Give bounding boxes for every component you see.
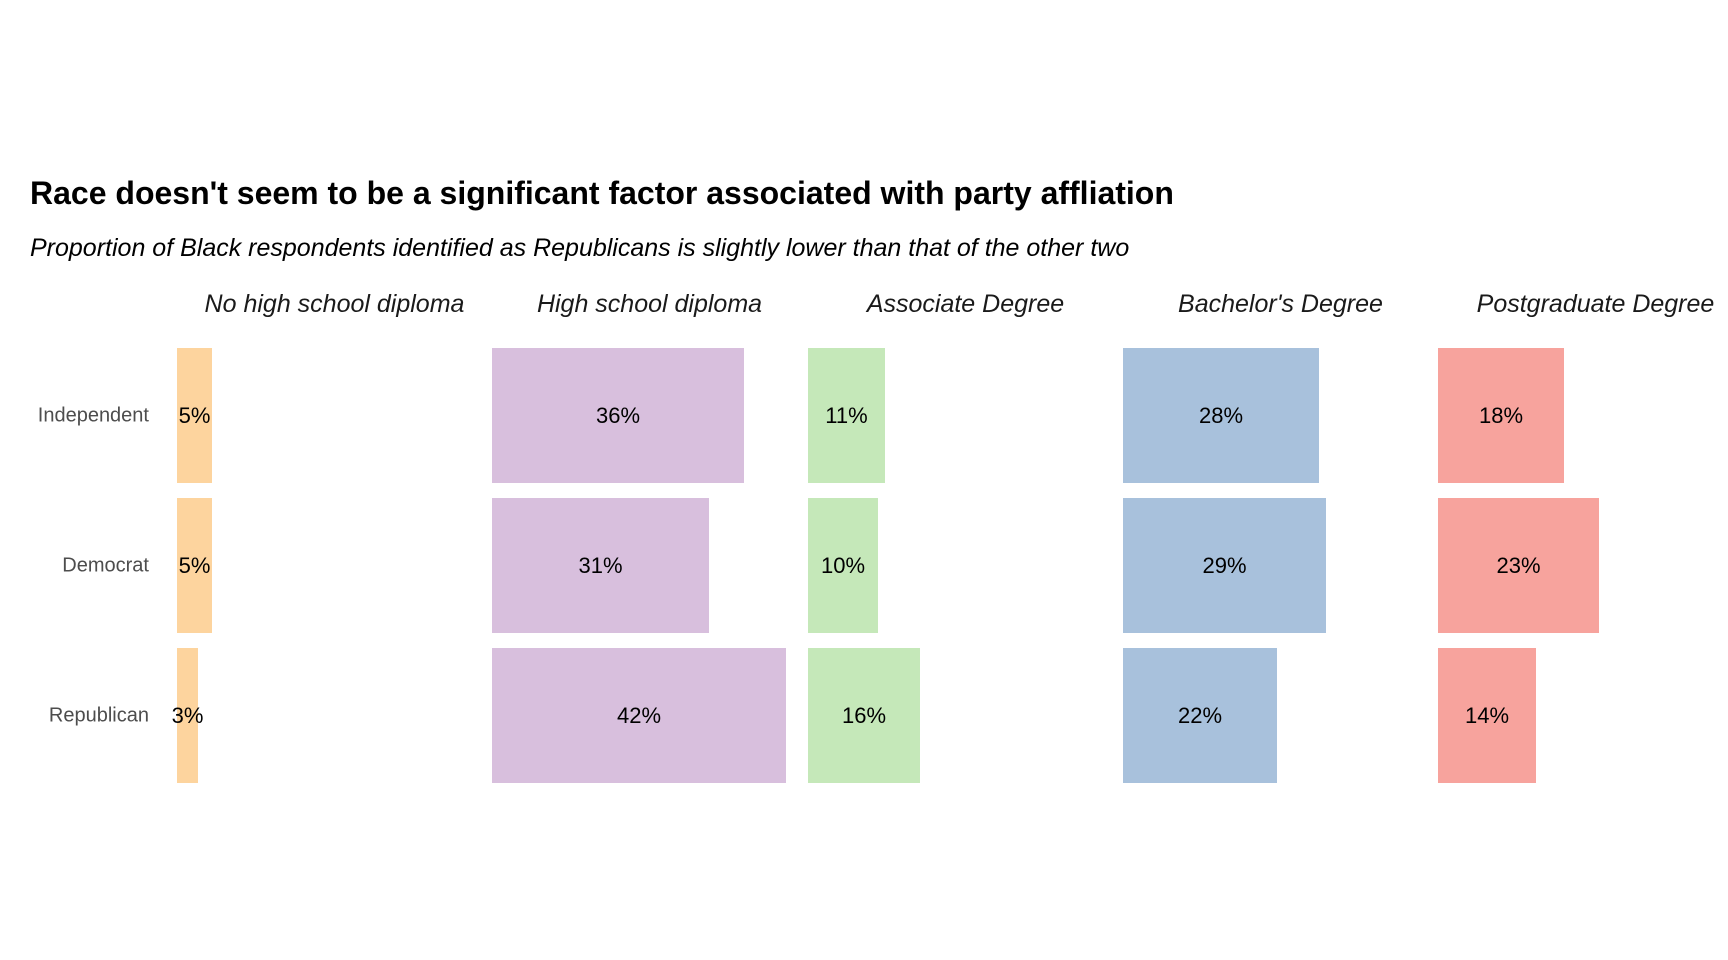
bar-label-associate-degree-republican: 16% [842, 703, 886, 728]
row-label-democrat: Democrat [62, 555, 149, 577]
bar-label-bachelor-s-degree-republican: 22% [1178, 703, 1222, 728]
facet-postgraduate-degree: Postgraduate Degree 18% 23% 14% [1438, 290, 1714, 783]
bar-postgraduate-degree-republican [1438, 648, 1536, 783]
chart-title: Race doesn't seem to be a significant fa… [30, 175, 1174, 211]
row-labels: Independent Democrat Republican [38, 405, 150, 727]
facet-label-postgraduate-degree: Postgraduate Degree [1477, 290, 1715, 318]
bar-high-school-diploma-republican [492, 648, 786, 783]
bar-high-school-diploma-independent [492, 348, 744, 483]
facets: No high school diploma 5% 5% 3% High school … [172, 290, 1714, 783]
bar-bachelor-s-degree-democrat [1123, 498, 1326, 633]
bar-label-no-high-school-diploma-republican: 3% [172, 703, 204, 728]
facet-high-school-diploma: High school diploma 36% 31% 42% [492, 290, 786, 783]
facet-label-high-school-diploma: High school diploma [537, 290, 762, 318]
bar-no-high-school-diploma-independent [177, 348, 212, 483]
bar-label-high-school-diploma-republican: 42% [617, 703, 661, 728]
facet-label-bachelor-s-degree: Bachelor's Degree [1178, 290, 1383, 318]
bar-bachelor-s-degree-republican [1123, 648, 1277, 783]
bar-label-high-school-diploma-independent: 36% [596, 403, 640, 428]
facet-associate-degree: Associate Degree 11% 10% 16% [808, 290, 1064, 783]
bar-label-bachelor-s-degree-independent: 28% [1199, 403, 1243, 428]
bar-high-school-diploma-democrat [492, 498, 709, 633]
bar-no-high-school-diploma-democrat [177, 498, 212, 633]
bar-no-high-school-diploma-republican [177, 648, 198, 783]
bar-postgraduate-degree-democrat [1438, 498, 1599, 633]
row-label-republican: Republican [49, 705, 149, 727]
bar-label-bachelor-s-degree-democrat: 29% [1202, 553, 1246, 578]
facet-bachelor-s-degree: Bachelor's Degree 28% 29% 22% [1123, 290, 1383, 783]
bar-label-high-school-diploma-democrat: 31% [578, 553, 622, 578]
chart-subtitle: Proportion of Black respondents identifi… [30, 234, 1129, 262]
bar-bachelor-s-degree-independent [1123, 348, 1319, 483]
facet-label-no-high-school-diploma: No high school diploma [205, 290, 465, 318]
bar-label-no-high-school-diploma-democrat: 5% [179, 553, 211, 578]
bar-associate-degree-republican [808, 648, 920, 783]
bar-label-postgraduate-degree-democrat: 23% [1496, 553, 1540, 578]
facet-label-associate-degree: Associate Degree [865, 290, 1064, 318]
bar-label-no-high-school-diploma-independent: 5% [179, 403, 211, 428]
bar-associate-degree-independent [808, 348, 885, 483]
bar-postgraduate-degree-independent [1438, 348, 1564, 483]
bar-associate-degree-democrat [808, 498, 878, 633]
bar-label-postgraduate-degree-republican: 14% [1465, 703, 1509, 728]
bar-label-associate-degree-independent: 11% [825, 403, 867, 428]
bar-label-postgraduate-degree-independent: 18% [1479, 403, 1523, 428]
facet-no-high-school-diploma: No high school diploma 5% 5% 3% [172, 290, 465, 783]
bar-label-associate-degree-democrat: 10% [821, 553, 865, 578]
row-label-independent: Independent [38, 405, 150, 427]
